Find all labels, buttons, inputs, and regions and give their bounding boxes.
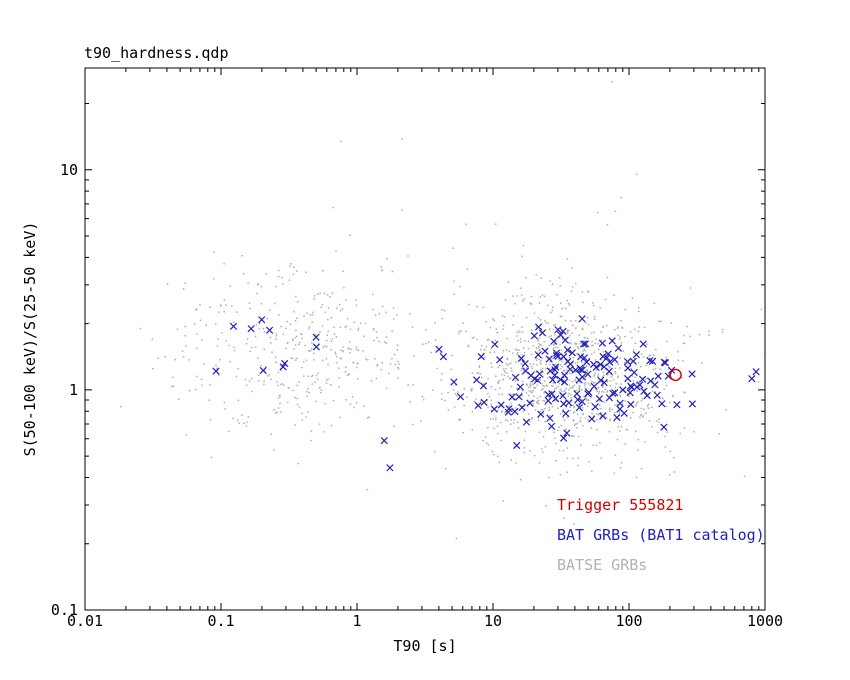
plot-title: t90_hardness.qdp [84,44,229,62]
x-tick-label-1: 1 [352,612,362,630]
x-tick-label-10: 10 [483,612,503,630]
plot-frame [84,67,766,611]
legend-trigger-label: Trigger 555821 [557,496,684,514]
x-tick-label-0-1: 0.1 [207,612,235,630]
x-tick-label-100: 100 [615,612,643,630]
y-axis-label: S(50-100 keV)/S(25-50 keV) [21,221,39,457]
trigger-555821-points [669,368,682,382]
y-tick-label-1: 1 [68,381,78,399]
batse-grbs-points [88,80,765,540]
data-points [88,80,765,540]
legend-batse-grbs-label: BATSE GRBs [557,556,648,574]
legend-bat-grbs-label: BAT GRBs (BAT1 catalog) [557,526,765,544]
x-axis-label: T90 [s] [393,637,457,655]
y-tick-label-10: 10 [59,161,78,179]
bat-grbs-bat1-catalog--points [212,315,760,472]
x-tick-label-1000: 1000 [746,612,784,630]
legend: Trigger 555821 BAT GRBs (BAT1 catalog) B… [557,490,765,580]
x-tick-label-0-01: 0.01 [66,612,104,630]
y-tick-label-0-1: 0.1 [50,601,78,619]
